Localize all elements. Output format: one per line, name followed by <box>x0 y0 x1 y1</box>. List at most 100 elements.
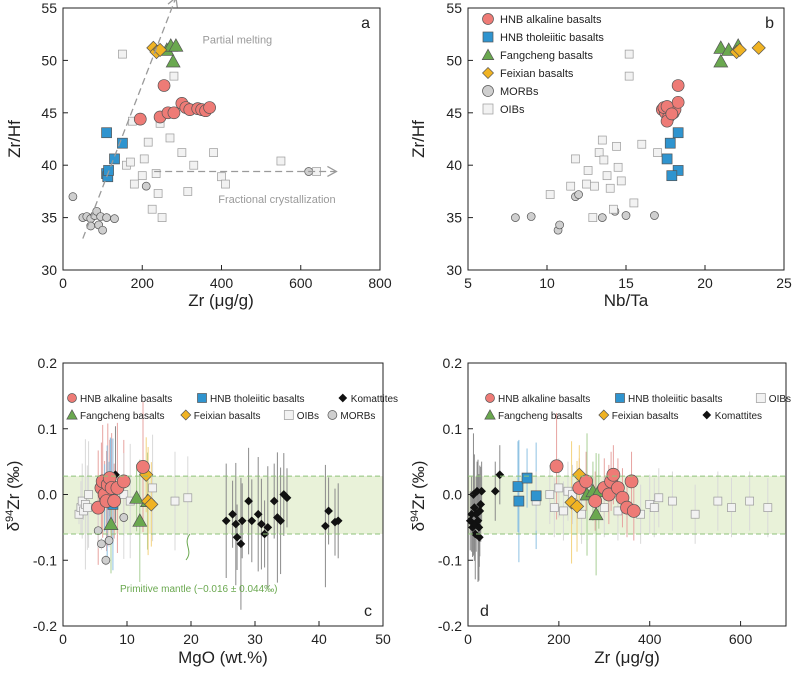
point-oibs <box>169 71 179 81</box>
panel-d-xlabel: Zr (μg/g) <box>594 648 660 667</box>
point-oibs <box>147 204 157 214</box>
panel-c: c 0 10 20 30 40 50 -0.2 -0.1 0.0 0.1 0.2 HNB alkal… <box>4 355 398 667</box>
trend-arrow-line <box>82 0 176 239</box>
point-fangcheng-basalts <box>132 513 148 527</box>
point-morbs <box>97 539 106 549</box>
legend-label-hnb-tholeiitic-basalts: HNB tholeiitic basalts <box>628 394 722 405</box>
legend-label-komattites: Komattites <box>351 394 398 405</box>
point-oibs <box>545 490 555 499</box>
legend-marker-hnb-alkaline-basalts <box>482 13 494 25</box>
panel-b-letter: b <box>765 15 774 32</box>
point-oibs <box>609 204 618 214</box>
y-tick-label: -0.2 <box>438 618 462 634</box>
point-oibs <box>727 503 736 512</box>
legend-label-morbs: MORBs <box>500 86 539 98</box>
point-komattites <box>247 516 257 526</box>
point-hnb-alkaline-basalts <box>136 460 150 474</box>
legend-marker-komattites <box>338 393 348 403</box>
point-fangcheng-basalts <box>588 506 604 521</box>
point-komattites <box>324 506 333 516</box>
point-hnb-alkaline-basalts <box>167 106 181 120</box>
x-tick-label: 800 <box>368 275 392 291</box>
point-oibs <box>545 190 555 199</box>
legend-marker-hnb-tholeiitic-basalts <box>482 31 494 43</box>
legend-marker-morbs <box>327 410 338 420</box>
point-komattites <box>221 516 231 526</box>
y-tick-label: 30 <box>446 262 462 278</box>
point-hnb-tholeiitic-basalts <box>664 137 676 149</box>
point-oibs <box>157 213 167 222</box>
y-tick-label: 30 <box>41 262 57 278</box>
y-tick-label: 0.0 <box>38 487 58 503</box>
point-morbs <box>110 214 119 223</box>
legend-marker-oibs <box>283 410 294 420</box>
point-komattites <box>333 516 343 526</box>
legend-label-komattites: Komattites <box>715 411 762 422</box>
panel-a-frame <box>62 7 381 271</box>
panel-c-xlabel: MgO (wt.%) <box>178 648 268 667</box>
y-tick-label: 40 <box>446 157 462 173</box>
point-feixian-basalts <box>732 42 747 58</box>
x-tick-label: 40 <box>311 631 327 647</box>
point-komattites <box>276 516 285 526</box>
point-fangcheng-basalts <box>168 38 184 52</box>
legend-marker-fangcheng-basalts <box>484 409 496 420</box>
y-tick-label: -0.1 <box>33 552 57 568</box>
point-komattites <box>237 516 247 526</box>
point-morbs <box>93 526 103 536</box>
point-oibs <box>588 213 598 222</box>
point-oibs <box>217 172 226 182</box>
legend-marker-fangcheng-basalts <box>66 409 78 420</box>
y-tick-label: 0.0 <box>443 487 463 503</box>
point-hnb-alkaline-basalts <box>549 459 564 474</box>
x-tick-label: 0 <box>464 631 472 647</box>
point-fangcheng-basalts <box>165 53 181 68</box>
svg-text:δ94Zr (‰): δ94Zr (‰) <box>409 461 428 532</box>
panel-d-letter: d <box>480 603 489 620</box>
y-tick-label: 45 <box>41 105 57 121</box>
point-morbs <box>104 536 114 545</box>
y-tick-label: 35 <box>41 210 57 226</box>
point-morbs <box>526 212 536 221</box>
point-hnb-alkaline-basalts <box>665 107 679 121</box>
legend-label-hnb-alkaline-basalts: HNB alkaline basalts <box>498 394 590 405</box>
x-tick-label: 0 <box>59 631 67 647</box>
legend-label-feixian-basalts: Feixian basalts <box>500 68 574 80</box>
point-morbs <box>119 513 129 522</box>
legend-marker-hnb-tholeiitic-basalts <box>197 393 207 403</box>
point-oibs <box>177 148 187 157</box>
point-hnb-alkaline-basalts <box>671 95 685 109</box>
point-komattites <box>477 486 486 496</box>
y-tick-label: 0.2 <box>38 355 58 371</box>
y-tick-label: 50 <box>41 52 57 68</box>
point-oibs <box>549 503 559 512</box>
point-komattites <box>236 539 246 549</box>
point-oibs <box>137 171 147 181</box>
point-komattites <box>228 509 237 519</box>
point-hnb-alkaline-basalts <box>203 101 216 114</box>
point-oibs <box>559 506 568 516</box>
trend-arrow-head <box>327 165 338 178</box>
point-oibs <box>599 155 609 165</box>
point-komattites <box>470 503 479 512</box>
legend-marker-fangcheng-basalts <box>481 48 495 60</box>
point-oibs <box>126 157 135 167</box>
point-oibs <box>189 160 199 170</box>
legend-marker-morbs <box>482 85 494 97</box>
point-oibs <box>139 154 149 164</box>
point-fangcheng-basalts <box>713 53 729 68</box>
panel-c-legend: HNB alkaline basalts HNB tholeiitic basal… <box>66 393 398 422</box>
legend-marker-hnb-alkaline-basalts <box>485 393 495 403</box>
panel-a-ticks: 0 200 400 600 800 30 35 40 45 50 55 <box>41 0 391 291</box>
point-oibs <box>276 156 286 166</box>
legend-label-hnb-alkaline-basalts: HNB alkaline basalts <box>80 394 172 405</box>
x-tick-label: 20 <box>697 275 713 291</box>
point-komattites <box>244 496 253 506</box>
legend-label-hnb-alkaline-basalts: HNB alkaline basalts <box>500 14 602 26</box>
point-oibs <box>84 490 93 499</box>
panel-a-letter: a <box>361 15 370 32</box>
point-oibs <box>763 503 773 512</box>
legend-label-fangcheng-basalts: Fangcheng basalts <box>500 50 593 62</box>
point-hnb-alkaline-basalts <box>116 474 131 489</box>
x-tick-label: 600 <box>289 275 313 291</box>
